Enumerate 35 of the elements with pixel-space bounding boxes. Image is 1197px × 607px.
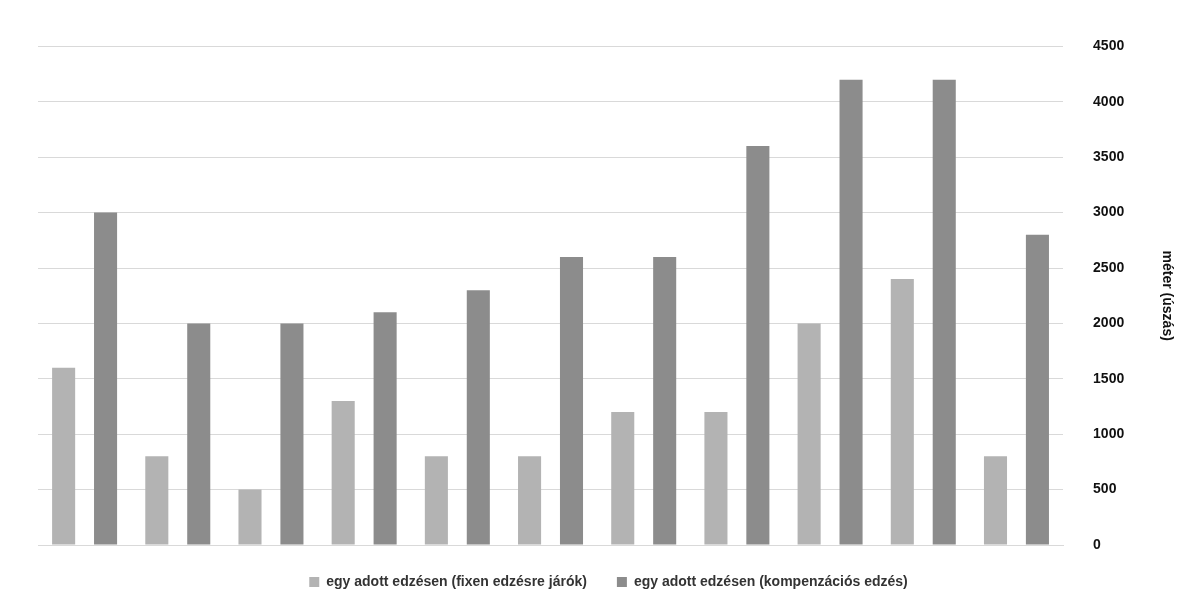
y-tick-label: 3500 [1093,148,1125,165]
legend-label: egy adott edzésen (kompenzációs edzés) [633,572,908,589]
y-tick-label: 4000 [1093,92,1125,109]
bar [52,367,76,545]
y-tick-label: 3000 [1093,203,1125,220]
bar [331,400,355,545]
bar [704,412,728,545]
bar [983,456,1008,545]
bar [280,323,304,545]
bar [145,456,169,545]
y-tick-label: 0 [1093,535,1102,552]
y-tick-label: 4500 [1093,37,1125,54]
bar [932,79,956,545]
bar [518,456,542,545]
bar [797,323,821,545]
bar [890,279,914,545]
bar [1025,234,1049,545]
bar [839,79,863,545]
bar [238,489,262,545]
y-axis-title: méter (úszás) [1159,250,1176,341]
bar [187,323,211,545]
bar [424,456,448,545]
bar [611,412,635,545]
y-tick-label: 2500 [1093,258,1125,275]
y-tick-label: 1000 [1093,425,1125,442]
bar [466,290,490,545]
bar [653,256,677,545]
bar [94,212,118,545]
bar [559,256,584,545]
y-tick-label: 500 [1093,480,1117,497]
bar [373,312,397,545]
legend-label: egy adott edzésen (fixen edzésre járók) [326,572,587,589]
bar [746,146,770,545]
y-tick-label: 2000 [1093,314,1125,331]
y-tick-label: 1500 [1093,369,1125,386]
